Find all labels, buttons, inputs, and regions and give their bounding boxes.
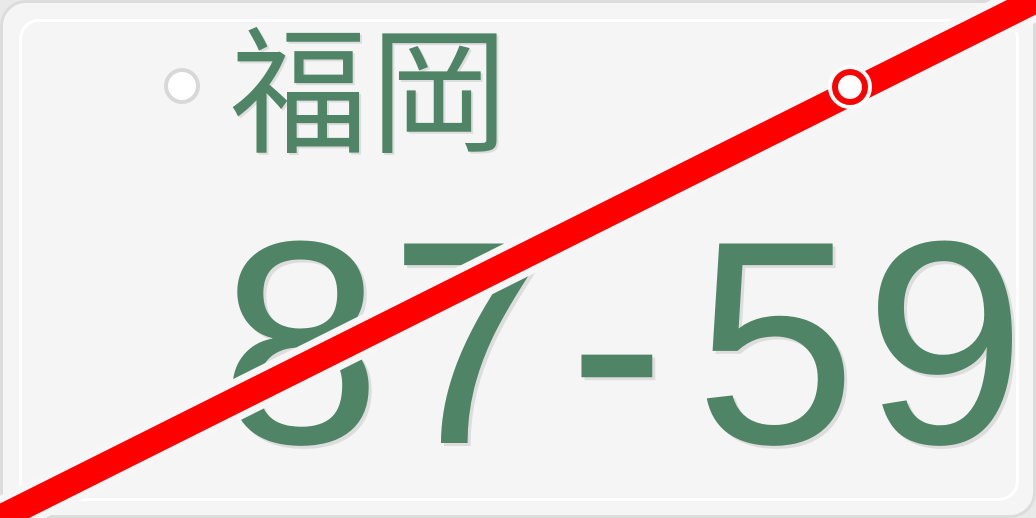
left-bolt-hole-icon — [164, 68, 200, 104]
plate-number-left: 87 — [220, 181, 559, 505]
plate-number-right: 59 — [695, 181, 1034, 505]
plate-number: 87-59 — [220, 198, 1034, 488]
plate-number-dash: - — [568, 181, 674, 505]
right-bolt-hole-icon — [832, 68, 868, 104]
plate-region-name: 福岡 — [230, 14, 511, 175]
